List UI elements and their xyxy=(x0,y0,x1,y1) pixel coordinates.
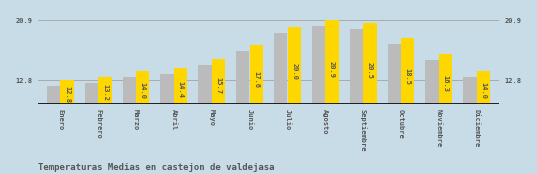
Text: 16.3: 16.3 xyxy=(442,75,448,92)
Bar xyxy=(198,65,212,104)
Bar xyxy=(364,23,376,104)
Bar xyxy=(136,71,149,104)
Bar xyxy=(61,80,74,104)
Bar xyxy=(288,27,301,104)
Text: 20.9: 20.9 xyxy=(329,61,335,78)
Bar xyxy=(122,77,136,104)
Bar xyxy=(250,45,263,104)
Bar xyxy=(174,68,187,104)
Text: 14.4: 14.4 xyxy=(178,81,184,98)
Bar xyxy=(85,83,98,104)
Text: 14.0: 14.0 xyxy=(481,82,487,99)
Bar xyxy=(98,77,112,104)
Text: 15.7: 15.7 xyxy=(215,77,222,94)
Bar xyxy=(236,51,249,104)
Bar xyxy=(274,33,287,104)
Bar xyxy=(161,74,173,104)
Bar xyxy=(325,21,339,104)
Bar xyxy=(463,77,476,104)
Bar xyxy=(47,86,60,104)
Text: 12.8: 12.8 xyxy=(64,86,70,103)
Bar xyxy=(312,26,325,104)
Text: Temperaturas Medias en castejon de valdejasa: Temperaturas Medias en castejon de valde… xyxy=(38,163,274,172)
Bar xyxy=(388,44,401,104)
Text: 18.5: 18.5 xyxy=(405,68,411,85)
Bar xyxy=(477,71,490,104)
Bar xyxy=(212,59,225,104)
Bar xyxy=(425,60,439,104)
Text: 13.2: 13.2 xyxy=(102,84,108,101)
Text: 17.6: 17.6 xyxy=(253,71,259,88)
Text: 20.5: 20.5 xyxy=(367,62,373,79)
Bar xyxy=(439,54,452,104)
Bar xyxy=(350,29,363,104)
Bar xyxy=(401,38,415,104)
Text: 14.0: 14.0 xyxy=(140,82,146,99)
Text: 20.0: 20.0 xyxy=(291,64,297,80)
